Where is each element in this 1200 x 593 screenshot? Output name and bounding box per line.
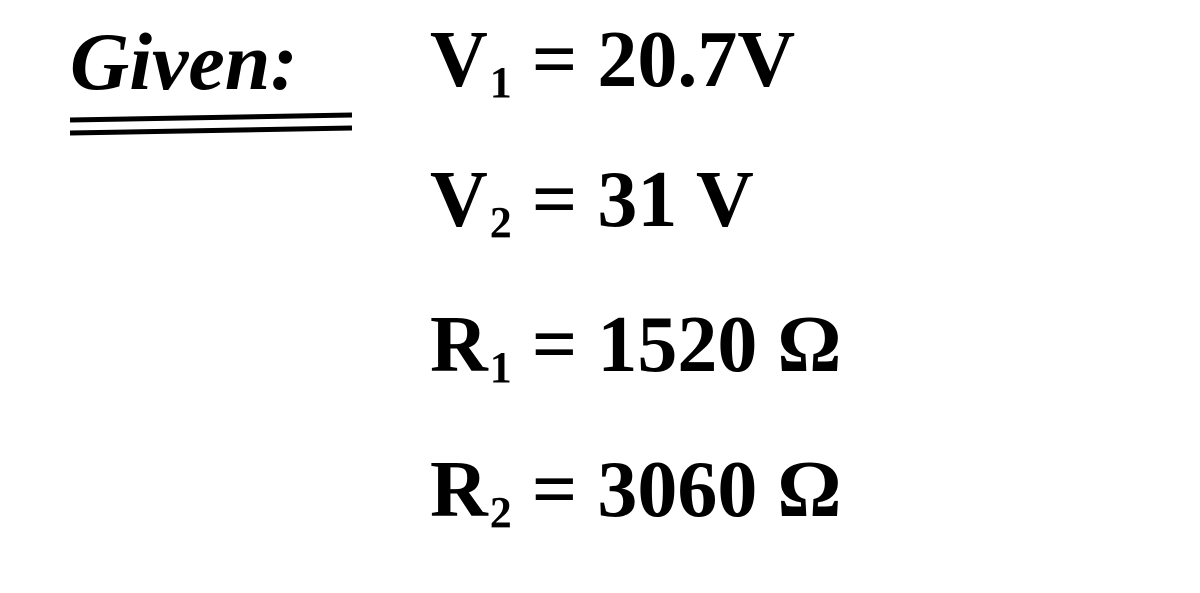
- value-r1: 1520: [597, 301, 757, 389]
- subscript-v1: 1: [488, 58, 512, 107]
- value-v2: 31: [597, 156, 677, 244]
- subscript-r2: 2: [488, 488, 512, 537]
- heading-underline-2: [70, 126, 352, 136]
- symbol-v2: V: [430, 156, 488, 244]
- value-v1: 20.7: [597, 16, 737, 104]
- heading-underline-1: [70, 113, 352, 123]
- value-r2: 3060: [597, 446, 757, 534]
- equation-r1: R1 = 1520 Ω: [430, 300, 841, 393]
- unit-r1: Ω: [777, 301, 841, 389]
- unit-v1: V: [737, 16, 795, 104]
- subscript-r1: 1: [488, 343, 512, 392]
- heading-given: Given:: [70, 15, 298, 109]
- symbol-r2: R: [430, 446, 488, 534]
- equation-v2: V2 = 31 V: [430, 155, 754, 248]
- unit-r2: Ω: [777, 446, 841, 534]
- unit-v2: V: [696, 156, 754, 244]
- equation-v1: V1 = 20.7V: [430, 15, 795, 108]
- equation-r2: R2 = 3060 Ω: [430, 445, 841, 538]
- symbol-v1: V: [430, 16, 488, 104]
- symbol-r1: R: [430, 301, 488, 389]
- subscript-v2: 2: [488, 198, 512, 247]
